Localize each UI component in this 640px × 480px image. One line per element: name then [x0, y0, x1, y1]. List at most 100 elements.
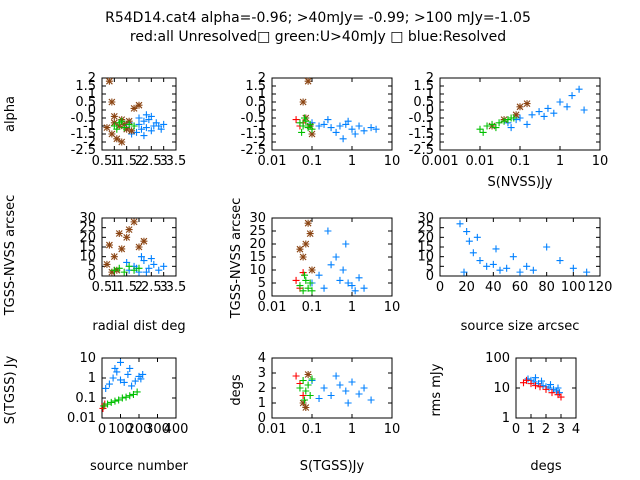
data-point-cross — [110, 113, 118, 120]
data-point — [124, 370, 132, 378]
data-point — [120, 124, 128, 132]
x-tick-label: 300 — [145, 422, 170, 437]
x-tick-label: 0.001 — [421, 154, 458, 169]
data-point — [130, 266, 138, 274]
series-brown — [299, 371, 312, 411]
series-brown — [299, 77, 316, 138]
y-tick-label: 1 — [258, 87, 266, 102]
data-point — [139, 370, 147, 378]
y-tick-label: 0.5 — [245, 95, 266, 110]
y-tick-label: 25 — [249, 224, 266, 239]
y-tick-label: 2 — [258, 71, 266, 86]
y-tick-label: -1.5 — [71, 127, 96, 142]
data-point — [135, 114, 143, 122]
data-point — [463, 228, 471, 236]
y-tick-label: 20 — [249, 237, 266, 252]
y-tick-label: 0.01 — [67, 411, 96, 426]
data-point — [542, 385, 550, 393]
data-point — [327, 392, 335, 399]
data-point — [308, 125, 316, 133]
x-tick-label: 10 — [384, 154, 401, 169]
data-point — [344, 117, 352, 125]
data-point — [556, 98, 564, 106]
data-point — [306, 279, 314, 287]
data-point — [115, 396, 123, 404]
y-tick-label: 25 — [417, 221, 434, 236]
data-point — [532, 374, 539, 382]
x-tick-label: 40 — [485, 280, 502, 295]
x-tick-label: 0.01 — [258, 300, 287, 315]
data-point — [553, 387, 560, 395]
data-point — [524, 375, 532, 383]
y-tick-label: 0 — [258, 411, 266, 426]
data-point — [306, 392, 314, 399]
x-tick-label: 1 — [348, 422, 356, 437]
data-point — [140, 257, 148, 265]
data-point — [367, 124, 375, 132]
data-point — [550, 109, 558, 117]
x-tick-label: 3.5 — [166, 154, 187, 169]
data-point — [133, 128, 141, 136]
y-tick-label: 0 — [426, 269, 434, 284]
y-tick-label: 5 — [258, 276, 266, 291]
y-tick-label: 1 — [258, 396, 266, 411]
data-point — [140, 117, 148, 125]
data-point-cross — [304, 219, 312, 227]
data-point-cross — [103, 124, 111, 131]
x-tick-label: 20 — [458, 280, 475, 295]
x-tick-label: 1 — [527, 422, 535, 437]
data-point — [118, 394, 126, 402]
data-point-cross — [110, 253, 118, 261]
data-point — [523, 262, 531, 270]
x-axis-label: source size arcsec — [461, 319, 580, 334]
data-point — [532, 382, 539, 390]
data-point-cross — [516, 103, 524, 111]
plot-frame — [101, 77, 177, 151]
data-point — [107, 398, 115, 406]
data-point — [529, 266, 537, 274]
data-point — [292, 372, 300, 380]
y-tick-label: 10 — [79, 351, 96, 366]
y-tick-label: 1 — [88, 87, 96, 102]
data-point-cross — [308, 130, 316, 138]
data-point — [145, 264, 153, 272]
data-point-cross — [123, 233, 131, 241]
data-point — [296, 119, 304, 127]
data-point — [543, 243, 551, 251]
data-point — [301, 271, 309, 279]
y-tick-label: 2 — [426, 71, 434, 86]
data-point-cross — [106, 241, 113, 249]
y-tick-label: -1 — [253, 119, 266, 134]
x-tick-label: 3 — [160, 280, 168, 295]
data-point — [160, 120, 168, 128]
data-point — [327, 124, 335, 132]
y-tick-label: 4 — [258, 351, 266, 366]
x-tick-label: 0 — [98, 422, 106, 437]
data-point — [130, 122, 138, 130]
y-tick-label: 0 — [258, 103, 266, 118]
data-point — [133, 388, 141, 396]
plot-frame — [101, 357, 177, 419]
data-point — [372, 125, 380, 133]
data-point — [113, 125, 121, 133]
data-point — [320, 384, 328, 392]
data-point — [360, 384, 368, 392]
data-point — [503, 264, 511, 272]
data-point — [344, 279, 352, 287]
data-point — [504, 116, 512, 124]
y-tick-label: 0.5 — [413, 95, 434, 110]
x-tick-label: 2 — [542, 422, 550, 437]
data-point — [299, 392, 307, 399]
plot-frame — [271, 77, 393, 151]
y-tick-label: 10 — [417, 250, 434, 265]
data-point — [544, 104, 552, 112]
data-point — [456, 220, 464, 228]
data-point — [342, 387, 350, 395]
data-point — [100, 402, 108, 410]
y-tick-label: 30 — [249, 211, 266, 226]
x-axis-label: radial dist deg — [92, 319, 185, 334]
